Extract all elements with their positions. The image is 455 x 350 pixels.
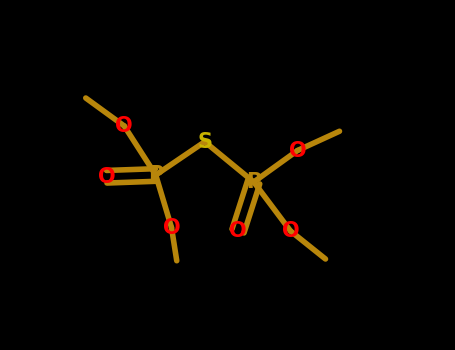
Text: P: P (246, 172, 261, 192)
Text: S: S (197, 132, 212, 152)
Text: O: O (163, 217, 180, 238)
Text: O: O (288, 140, 306, 161)
Text: O: O (229, 221, 247, 241)
Text: P: P (148, 165, 163, 185)
Text: O: O (282, 221, 299, 241)
Text: O: O (98, 167, 116, 187)
Text: O: O (116, 116, 133, 136)
